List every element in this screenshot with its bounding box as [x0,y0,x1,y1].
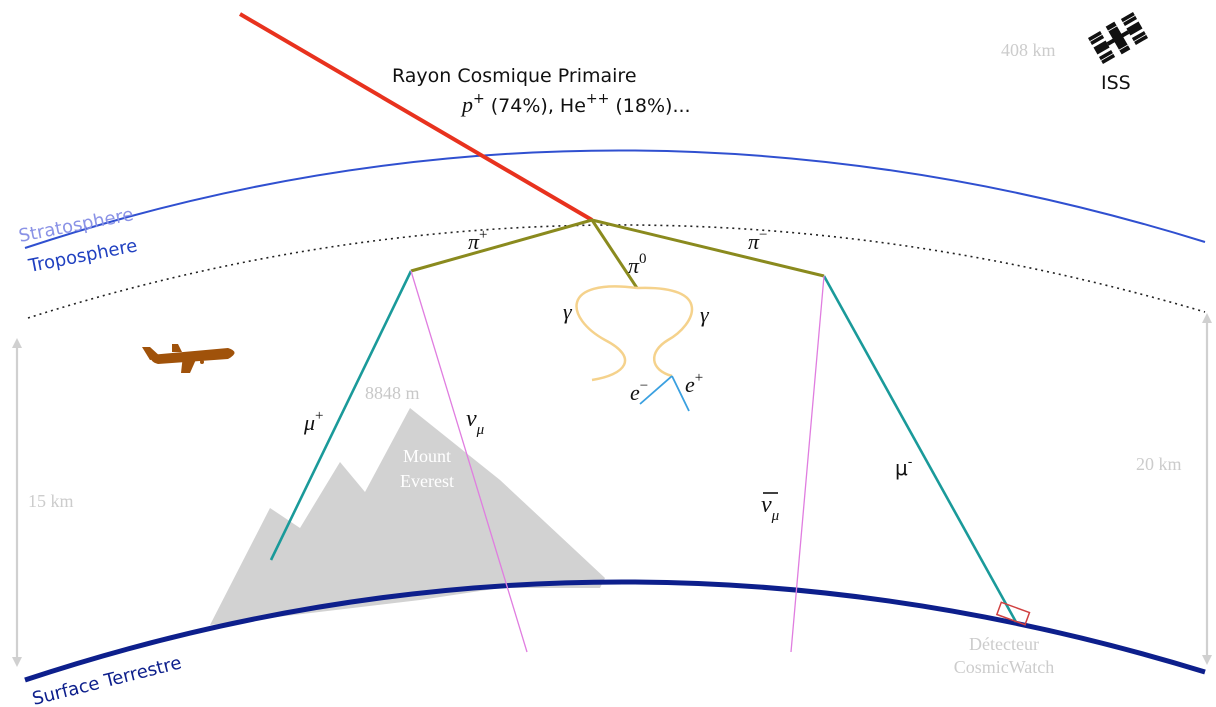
nu-mu-track [410,270,528,653]
nubar-mu-track [790,275,825,653]
gamma-left-label: γ [563,299,573,324]
gamma-left-track [575,285,638,382]
pi-plus-track [410,218,593,273]
detector-label-line1: Détecteur [969,634,1039,654]
detector-label-line2: CosmicWatch [954,657,1055,677]
mu-minus-track [822,275,1018,623]
detector-box [995,601,1031,626]
nu-mu-label: νμ [466,406,485,438]
mount-everest-shape [210,408,605,625]
electron-label: e− [630,378,648,405]
primary-ray-composition: p+ (74%), He++ (18%)... [460,91,691,117]
mountain-name-line1: Mount [403,446,451,466]
scale-left-label: 15 km [28,491,74,511]
atmosphere-boundary [24,149,1206,249]
iss-label: ISS [1101,72,1131,94]
primary-cosmic-ray [238,12,594,222]
pi-minus-label: π− [748,227,768,254]
svg-text:νμ: νμ [761,492,780,524]
mountain-height: 8848 m [365,383,420,403]
electron-track [639,375,673,405]
tropopause-line [27,224,1206,319]
pi-zero-track [590,219,639,289]
mountain-name-line2: Everest [400,471,454,491]
mu-plus-label: μ+ [303,408,324,435]
pi-minus-track [591,218,825,278]
surface-label: Surface Terrestre [30,652,184,707]
positron-label: e+ [685,370,703,397]
gamma-right-label: γ [700,302,710,327]
pi-plus-label: π+ [468,227,488,254]
iss-satellite-icon [1087,12,1149,64]
iss-altitude: 408 km [1001,40,1056,60]
earth-surface-line [24,579,1206,683]
airplane-icon [142,344,235,373]
scale-right-label: 20 km [1136,454,1182,474]
positron-track [671,375,690,412]
nubar-mu-label: νμ [761,492,780,524]
mu-minus-label: μ- [895,455,913,480]
primary-ray-title: Rayon Cosmique Primaire [392,65,637,87]
mu-plus-track [269,270,413,561]
pi-zero-label: π0 [628,251,647,278]
gamma-right-track [636,286,694,378]
